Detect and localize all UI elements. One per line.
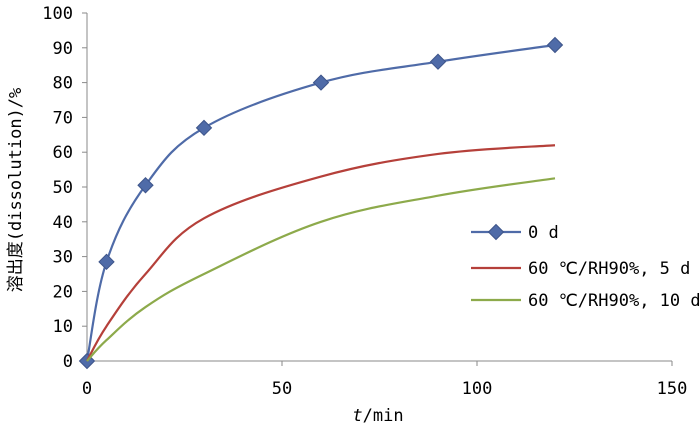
- y-tick-label: 90: [53, 39, 73, 59]
- legend-label: 60 ℃/RH90%, 5 d: [528, 259, 690, 279]
- y-tick-label: 30: [53, 248, 73, 268]
- axes: 0 10 20 30 40 50 60 70 80 90 100 0 50 100 150: [42, 4, 687, 399]
- y-tick-label: 70: [53, 108, 73, 128]
- y-tick-label: 50: [53, 178, 73, 198]
- series-2: [86, 177, 556, 362]
- legend-item-2: 60 ℃/RH90%, 10 d: [471, 291, 700, 311]
- series-line-1: [86, 144, 556, 362]
- legend-marker: [487, 223, 505, 241]
- legend-label: 60 ℃/RH90%, 10 d: [528, 291, 700, 311]
- legend-item-1: 60 ℃/RH90%, 5 d: [471, 259, 690, 279]
- y-axis-label: 溶出度(dissolution)/%: [6, 88, 26, 293]
- data-point: [546, 36, 564, 54]
- y-tick-label: 20: [53, 282, 73, 302]
- series-line-0: [85, 43, 556, 362]
- x-tick-label: 0: [82, 379, 92, 399]
- x-axis-label: t/min: [352, 406, 403, 426]
- series-0: [78, 36, 564, 370]
- y-tick-label: 0: [63, 352, 73, 372]
- data-point: [98, 253, 115, 271]
- legend-item-0: 0 d: [471, 223, 559, 243]
- series-1: [86, 144, 556, 362]
- data-point: [195, 119, 213, 137]
- data-point: [312, 74, 330, 91]
- series-line-2: [86, 177, 556, 362]
- x-axis-label-variable: t: [352, 406, 362, 426]
- x-tick-label: 100: [462, 379, 493, 399]
- data-point: [137, 177, 154, 194]
- x-tick-label: 50: [272, 379, 292, 399]
- legend: 0 d 60 ℃/RH90%, 5 d 60 ℃/RH90%, 10 d: [471, 223, 700, 311]
- y-tick-label: 100: [42, 4, 73, 24]
- y-tick-label: 80: [53, 74, 73, 94]
- x-axis-label-unit: /min: [363, 406, 404, 426]
- data-point: [429, 53, 447, 70]
- y-tick-label: 10: [53, 317, 73, 337]
- x-tick-label: 150: [657, 379, 688, 399]
- legend-label: 0 d: [528, 223, 559, 243]
- y-tick-label: 40: [53, 213, 73, 233]
- y-tick-label: 60: [53, 143, 73, 163]
- series-layer: [78, 36, 564, 370]
